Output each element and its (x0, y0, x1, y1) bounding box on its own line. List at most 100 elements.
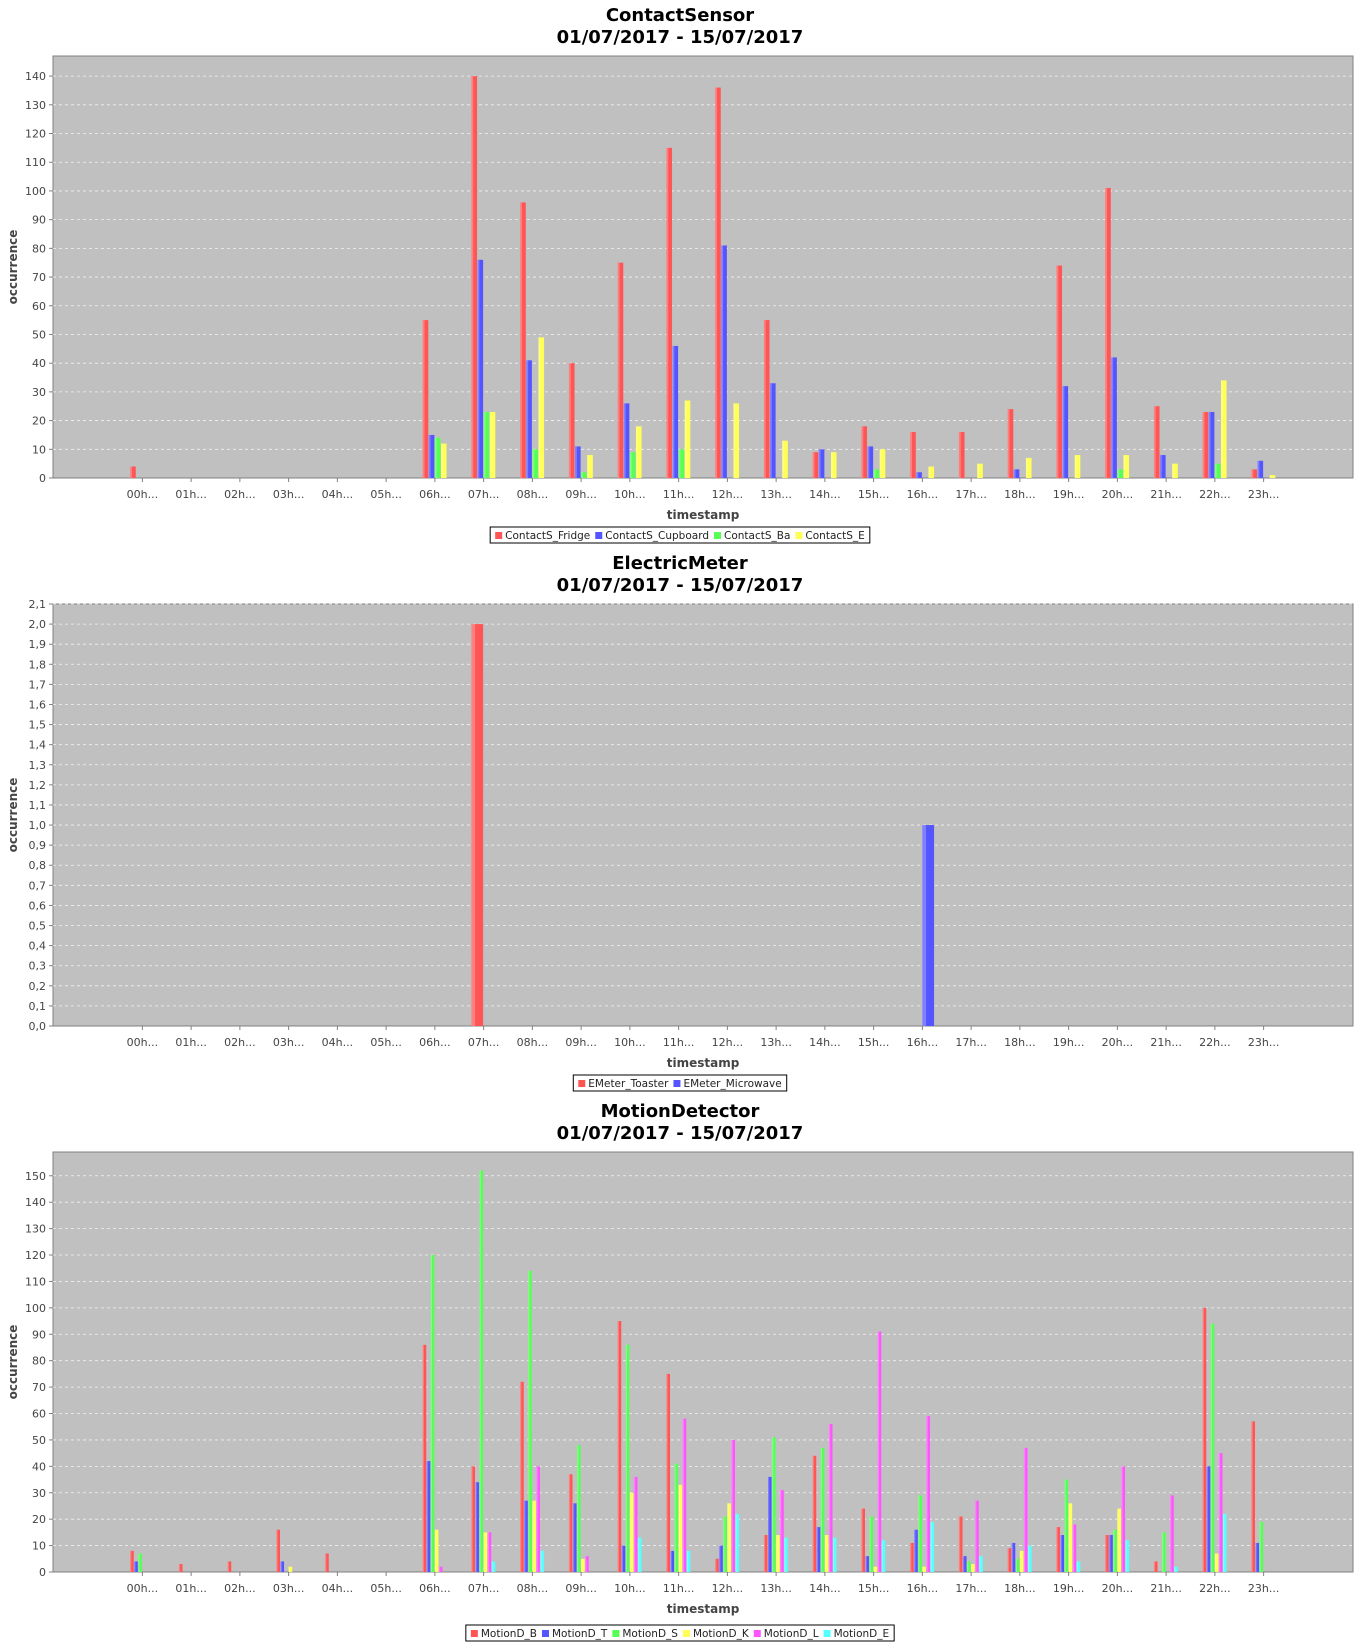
motion-detector-chart: MotionDetector 01/07/2017 - 15/07/2017 0 10… (0, 1096, 1360, 1648)
bar-motiond-b-11 (666, 1373, 670, 1572)
bar-highlight (1170, 1495, 1172, 1572)
bar-highlight (430, 1255, 433, 1572)
x-tick-label: 19h... (1053, 1582, 1084, 1595)
legend-frame (489, 526, 871, 544)
bar-highlight (1011, 1542, 1013, 1572)
bar-highlight (727, 1503, 729, 1572)
bar-highlight (1125, 1540, 1127, 1572)
legend-label: MotionD_E (834, 1628, 890, 1640)
bar-motiond-s-15 (869, 1516, 874, 1572)
bar-motiond-b-12 (715, 1558, 719, 1572)
legend-swatch (823, 1630, 831, 1637)
bar-highlight (672, 345, 675, 478)
x-tick-label: 11h... (663, 488, 694, 501)
y-tick-label: 110 (25, 156, 46, 169)
bar-highlight (276, 1529, 278, 1572)
bar-motiond-s-22 (1210, 1323, 1215, 1572)
y-tick-label: 1,9 (29, 638, 47, 651)
legend-frame (465, 1624, 895, 1642)
bar-highlight (633, 1476, 636, 1572)
bar-contacts-e-7 (489, 411, 496, 478)
bar-highlight (1123, 455, 1126, 478)
y-tick-label: 100 (25, 185, 46, 198)
x-tick-label: 17h... (955, 488, 986, 501)
bar-contacts-ba-6 (434, 437, 441, 478)
y-axis-label: occurrence (6, 230, 20, 305)
bar-highlight (977, 463, 980, 478)
x-tick-label: 12h... (712, 488, 743, 501)
bar-highlight (1117, 469, 1120, 478)
bar-motiond-t-15 (865, 1556, 870, 1572)
x-tick-label: 16h... (907, 488, 938, 501)
bar-motiond-l-12 (731, 1439, 735, 1572)
y-tick-label: 130 (25, 99, 46, 112)
bar-highlight (577, 1445, 579, 1572)
y-tick-label: 30 (32, 1487, 46, 1500)
x-tick-label: 04h... (322, 488, 353, 501)
bar-highlight (833, 1537, 835, 1572)
y-tick-label: 1,3 (29, 759, 47, 772)
bar-highlight (130, 1550, 132, 1572)
bar-highlight (1251, 469, 1254, 478)
bar-highlight (520, 1381, 522, 1572)
x-tick-label: 18h... (1004, 488, 1035, 501)
bar-highlight (575, 446, 577, 478)
bar-contacts-cupboard-23 (1257, 460, 1264, 478)
bar-highlight (540, 1550, 542, 1572)
bar-motiond-s-17 (967, 1561, 971, 1572)
legend-swatch (753, 1630, 761, 1637)
bar-motiond-l-16 (926, 1416, 930, 1572)
bar-highlight (538, 337, 541, 478)
bar-highlight (1223, 1513, 1225, 1572)
bar-contacts-ba-8 (532, 449, 538, 478)
x-tick-label: 05h... (370, 1582, 401, 1595)
bar-motiond-e-15 (881, 1540, 886, 1572)
bar-contacts-ba-7 (483, 411, 490, 478)
bar-highlight (1076, 1561, 1078, 1572)
bar-highlight (666, 147, 669, 478)
y-tick-label: 10 (32, 443, 46, 456)
bar-highlight (483, 411, 486, 478)
bar-contacts-cupboard-16 (916, 472, 922, 478)
bar-highlight (581, 1558, 583, 1572)
bar-highlight (824, 1535, 827, 1572)
bar-contacts-fridge-8 (520, 202, 526, 479)
bar-highlight (828, 1424, 831, 1572)
bar-highlight (715, 1558, 717, 1572)
bar-contacts-cupboard-13 (770, 383, 776, 478)
bar-highlight (1068, 1503, 1070, 1572)
bar-contacts-e-13 (782, 440, 788, 478)
bar-highlight (621, 1545, 623, 1572)
bar-motiond-k-10 (629, 1492, 634, 1572)
bar-motiond-l-18 (1023, 1447, 1028, 1572)
bar-highlight (914, 1529, 916, 1572)
bar-highlight (1162, 1532, 1164, 1572)
bar-motiond-s-0 (138, 1553, 142, 1572)
x-tick-label: 13h... (760, 1036, 791, 1049)
bar-highlight (763, 1535, 766, 1572)
x-tick-label: 15h... (858, 1582, 889, 1595)
bar-highlight (678, 449, 681, 478)
bar-contacts-ba-10 (629, 452, 636, 478)
x-tick-label: 21h... (1150, 1582, 1181, 1595)
bar-motiond-k-22 (1214, 1553, 1219, 1572)
bar-highlight (879, 449, 882, 478)
bar-highlight (617, 1321, 619, 1572)
bar-highlight (1220, 380, 1223, 478)
bar-motiond-t-10 (621, 1545, 626, 1572)
legend-swatch (682, 1630, 690, 1637)
bar-highlight (784, 1537, 786, 1572)
bar-contacts-fridge-6 (422, 320, 429, 478)
x-tick-label: 06h... (419, 1036, 450, 1049)
y-tick-label: 0,5 (29, 920, 47, 933)
bar-highlight (770, 383, 772, 478)
bar-highlight (1019, 1550, 1022, 1572)
legend-label: EMeter_Toaster (588, 1078, 669, 1090)
legend-label: MotionD_L (764, 1628, 819, 1640)
bar-motiond-l-11 (682, 1418, 687, 1572)
y-tick-label: 0,2 (29, 980, 47, 993)
bar-highlight (178, 1564, 181, 1572)
bar-motiond-b-1 (178, 1564, 183, 1572)
bar-contacts-fridge-12 (715, 87, 721, 478)
bar-motiond-t-19 (1060, 1535, 1065, 1572)
